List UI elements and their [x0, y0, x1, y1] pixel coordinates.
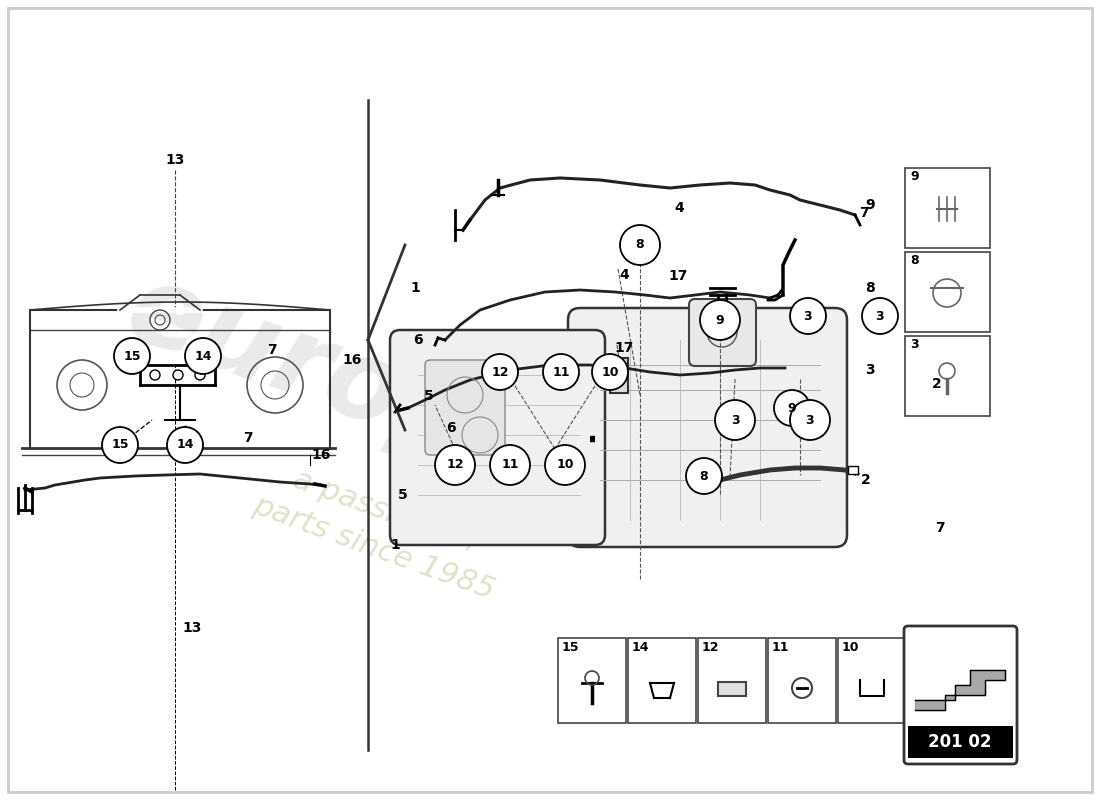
FancyBboxPatch shape	[568, 308, 847, 547]
Bar	[698, 638, 766, 723]
Circle shape	[592, 354, 628, 390]
Text: 16: 16	[342, 353, 362, 367]
Bar	[610, 358, 628, 393]
Text: 12: 12	[447, 458, 464, 471]
Text: 5: 5	[425, 389, 433, 403]
Circle shape	[862, 298, 898, 334]
Text: 3: 3	[876, 310, 884, 322]
Text: 11: 11	[552, 366, 570, 378]
Circle shape	[173, 370, 183, 380]
Bar	[908, 726, 1013, 758]
Text: 2: 2	[932, 377, 942, 391]
Text: 12: 12	[492, 366, 508, 378]
Bar	[628, 638, 696, 723]
Text: 15: 15	[123, 350, 141, 362]
Text: 13: 13	[165, 153, 185, 167]
Circle shape	[620, 225, 660, 265]
Circle shape	[150, 370, 160, 380]
Circle shape	[114, 338, 150, 374]
Circle shape	[434, 445, 475, 485]
Circle shape	[543, 354, 579, 390]
Bar	[768, 638, 836, 723]
Text: 9: 9	[788, 402, 796, 414]
Text: a passion for
parts since 1985: a passion for parts since 1985	[249, 455, 512, 605]
Text: 1: 1	[410, 281, 420, 295]
FancyBboxPatch shape	[390, 330, 605, 545]
Text: 14: 14	[195, 350, 211, 362]
Circle shape	[790, 298, 826, 334]
Text: 3: 3	[910, 338, 918, 351]
Text: 4: 4	[674, 201, 684, 215]
Text: 3: 3	[805, 414, 814, 426]
Text: 9: 9	[910, 170, 918, 183]
Text: 201 02: 201 02	[928, 733, 992, 751]
Polygon shape	[915, 670, 1005, 710]
Text: 15: 15	[111, 438, 129, 451]
Bar	[558, 638, 626, 723]
Circle shape	[490, 445, 530, 485]
Bar	[905, 168, 990, 248]
Text: 3: 3	[804, 310, 812, 322]
FancyBboxPatch shape	[904, 626, 1018, 764]
Text: 4: 4	[619, 268, 629, 282]
Circle shape	[790, 400, 830, 440]
Text: 10: 10	[602, 366, 618, 378]
Circle shape	[715, 400, 755, 440]
Bar	[838, 638, 906, 723]
Text: 7: 7	[243, 431, 253, 445]
Text: 7: 7	[267, 343, 277, 357]
FancyBboxPatch shape	[425, 360, 505, 455]
Text: 3: 3	[730, 414, 739, 426]
Text: 17: 17	[669, 269, 688, 283]
Text: 11: 11	[502, 458, 519, 471]
Text: 5: 5	[398, 488, 408, 502]
Text: 12: 12	[702, 641, 719, 654]
FancyBboxPatch shape	[689, 299, 756, 366]
Bar	[848, 466, 858, 474]
Text: 7: 7	[859, 206, 869, 220]
Bar	[718, 682, 746, 696]
Text: 8: 8	[910, 254, 918, 267]
Text: 17: 17	[614, 341, 634, 355]
Circle shape	[700, 300, 740, 340]
Text: 8: 8	[636, 238, 645, 251]
Text: 2: 2	[861, 473, 871, 487]
Circle shape	[102, 427, 138, 463]
Bar	[905, 336, 990, 416]
Circle shape	[195, 370, 205, 380]
Text: 11: 11	[772, 641, 790, 654]
Text: 10: 10	[842, 641, 859, 654]
Text: 6: 6	[414, 333, 422, 347]
Circle shape	[774, 390, 810, 426]
Text: 9: 9	[716, 314, 724, 326]
Text: 13: 13	[183, 621, 201, 635]
Circle shape	[686, 458, 722, 494]
Text: 10: 10	[557, 458, 574, 471]
Bar	[905, 252, 990, 332]
Text: 9: 9	[866, 198, 874, 212]
Circle shape	[167, 427, 204, 463]
Text: 14: 14	[632, 641, 649, 654]
Text: europarts: europarts	[113, 254, 727, 566]
Text: 7: 7	[935, 521, 945, 535]
Text: 3: 3	[866, 363, 874, 377]
Circle shape	[482, 354, 518, 390]
Circle shape	[544, 445, 585, 485]
Text: 15: 15	[562, 641, 580, 654]
Text: 8: 8	[700, 470, 708, 482]
Circle shape	[185, 338, 221, 374]
Text: 16: 16	[311, 448, 331, 462]
Text: 1: 1	[390, 538, 400, 552]
Text: 6: 6	[447, 421, 455, 435]
Text: 8: 8	[865, 281, 874, 295]
Text: 14: 14	[176, 438, 194, 451]
